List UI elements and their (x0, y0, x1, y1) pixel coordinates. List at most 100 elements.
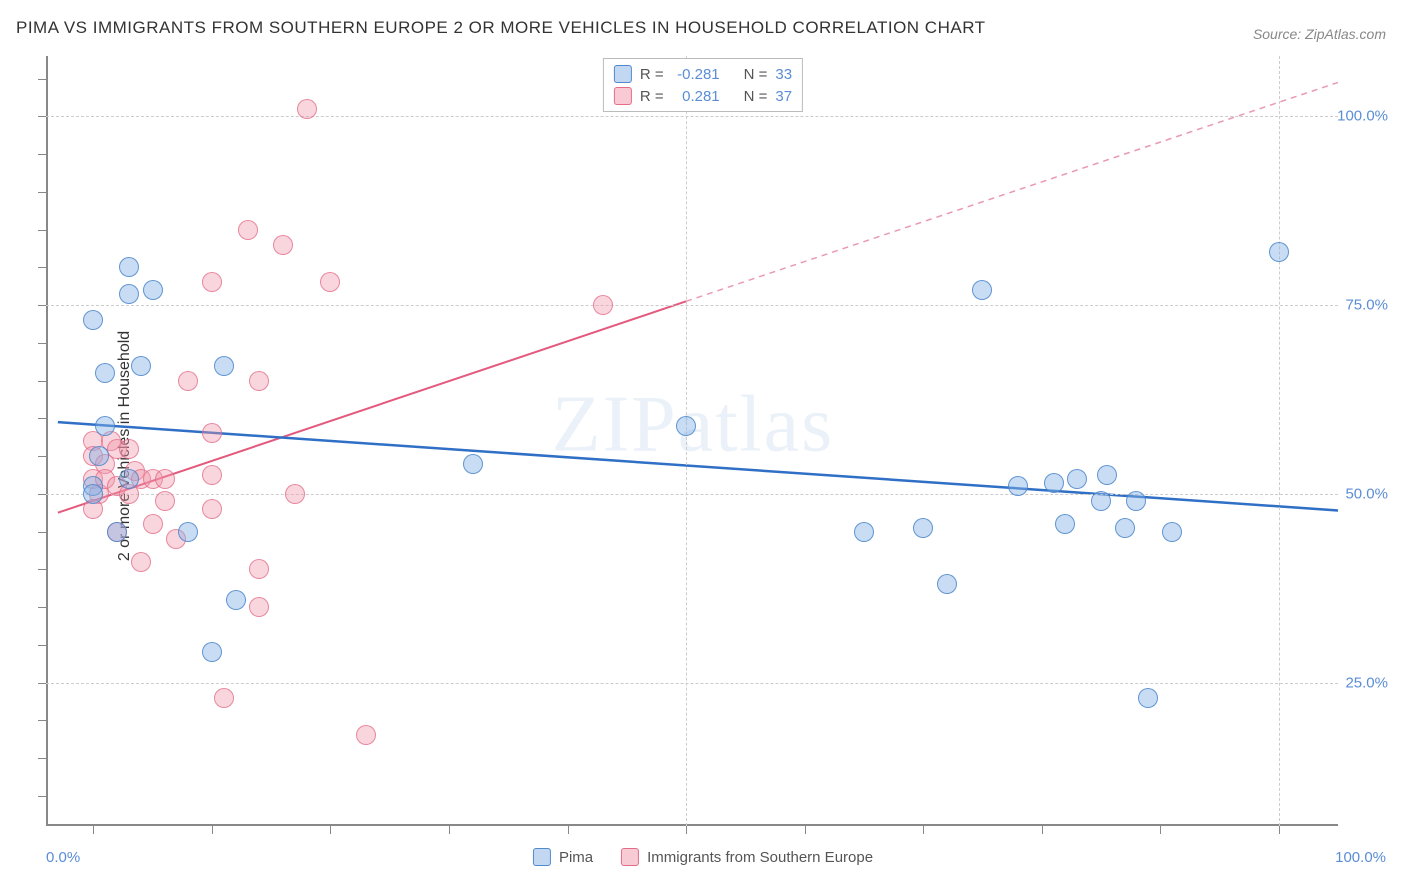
data-point-pima (1162, 522, 1182, 542)
data-point-pima (226, 590, 246, 610)
series-legend-item: Immigrants from Southern Europe (621, 848, 873, 866)
legend-row: R =-0.281N =33 (614, 63, 792, 85)
legend-swatch (614, 87, 632, 105)
legend-swatch (533, 848, 551, 866)
y-minor-tick (38, 79, 46, 80)
data-point-pima (119, 469, 139, 489)
data-point-immigrants (202, 499, 222, 519)
x-tick-left: 0.0% (46, 849, 80, 866)
data-point-pima (1055, 514, 1075, 534)
y-tick-label: 25.0% (1345, 674, 1388, 691)
data-point-pima (854, 522, 874, 542)
data-point-pima (214, 356, 234, 376)
data-point-pima (95, 363, 115, 383)
data-point-pima (1091, 491, 1111, 511)
data-point-pima (1097, 465, 1117, 485)
y-minor-tick (38, 305, 46, 306)
y-minor-tick (38, 607, 46, 608)
data-point-pima (1138, 688, 1158, 708)
data-point-pima (1269, 242, 1289, 262)
legend-n-value: 37 (775, 88, 792, 105)
data-point-immigrants (249, 371, 269, 391)
data-point-pima (83, 310, 103, 330)
data-point-pima (202, 642, 222, 662)
data-point-pima (676, 416, 696, 436)
data-point-immigrants (155, 469, 175, 489)
data-point-immigrants (356, 725, 376, 745)
x-minor-tick (330, 826, 331, 834)
data-point-pima (1008, 476, 1028, 496)
legend-r-value: 0.281 (672, 88, 720, 105)
x-minor-tick (212, 826, 213, 834)
data-point-immigrants (285, 484, 305, 504)
data-point-immigrants (273, 235, 293, 255)
gridline-horizontal (46, 305, 1338, 306)
plot-area: ZIPatlas (46, 56, 1338, 826)
data-point-pima (95, 416, 115, 436)
gridline-vertical (686, 56, 687, 826)
legend-n-label: N = (744, 66, 768, 83)
y-minor-tick (38, 456, 46, 457)
y-minor-tick (38, 645, 46, 646)
data-point-pima (1115, 518, 1135, 538)
data-point-immigrants (155, 491, 175, 511)
gridline-horizontal (46, 683, 1338, 684)
data-point-pima (143, 280, 163, 300)
y-minor-tick (38, 418, 46, 419)
y-minor-tick (38, 683, 46, 684)
y-minor-tick (38, 154, 46, 155)
legend-series-label: Pima (559, 849, 593, 866)
legend-series-label: Immigrants from Southern Europe (647, 849, 873, 866)
data-point-immigrants (178, 371, 198, 391)
data-point-immigrants (238, 220, 258, 240)
data-point-immigrants (131, 552, 151, 572)
data-point-pima (89, 446, 109, 466)
data-point-immigrants (593, 295, 613, 315)
data-point-pima (913, 518, 933, 538)
data-point-pima (1044, 473, 1064, 493)
data-point-pima (119, 257, 139, 277)
legend-row: R =0.281N =37 (614, 85, 792, 107)
data-point-pima (119, 284, 139, 304)
y-tick-label: 100.0% (1337, 108, 1388, 125)
data-point-pima (463, 454, 483, 474)
y-minor-tick (38, 343, 46, 344)
y-minor-tick (38, 758, 46, 759)
legend-n-label: N = (744, 88, 768, 105)
data-point-pima (937, 574, 957, 594)
y-tick-label: 75.0% (1345, 297, 1388, 314)
data-point-immigrants (297, 99, 317, 119)
x-minor-tick (568, 826, 569, 834)
y-minor-tick (38, 532, 46, 533)
y-minor-tick (38, 267, 46, 268)
data-point-immigrants (202, 465, 222, 485)
data-point-pima (178, 522, 198, 542)
y-minor-tick (38, 381, 46, 382)
y-minor-tick (38, 720, 46, 721)
x-minor-tick (93, 826, 94, 834)
data-point-immigrants (214, 688, 234, 708)
chart-title: PIMA VS IMMIGRANTS FROM SOUTHERN EUROPE … (16, 18, 986, 38)
y-tick-label: 50.0% (1345, 485, 1388, 502)
gridline-horizontal (46, 116, 1338, 117)
data-point-pima (1067, 469, 1087, 489)
y-minor-tick (38, 192, 46, 193)
legend-swatch (614, 65, 632, 83)
data-point-immigrants (202, 272, 222, 292)
data-point-pima (83, 484, 103, 504)
y-minor-tick (38, 494, 46, 495)
x-minor-tick (923, 826, 924, 834)
correlation-legend: R =-0.281N =33R =0.281N =37 (603, 58, 803, 112)
x-minor-tick (449, 826, 450, 834)
y-minor-tick (38, 569, 46, 570)
x-minor-tick (1279, 826, 1280, 834)
legend-r-value: -0.281 (672, 66, 720, 83)
data-point-pima (1126, 491, 1146, 511)
data-point-immigrants (320, 272, 340, 292)
x-minor-tick (1160, 826, 1161, 834)
x-minor-tick (1042, 826, 1043, 834)
series-legend-item: Pima (533, 848, 593, 866)
data-point-immigrants (119, 439, 139, 459)
data-point-pima (131, 356, 151, 376)
gridline-vertical (1279, 56, 1280, 826)
